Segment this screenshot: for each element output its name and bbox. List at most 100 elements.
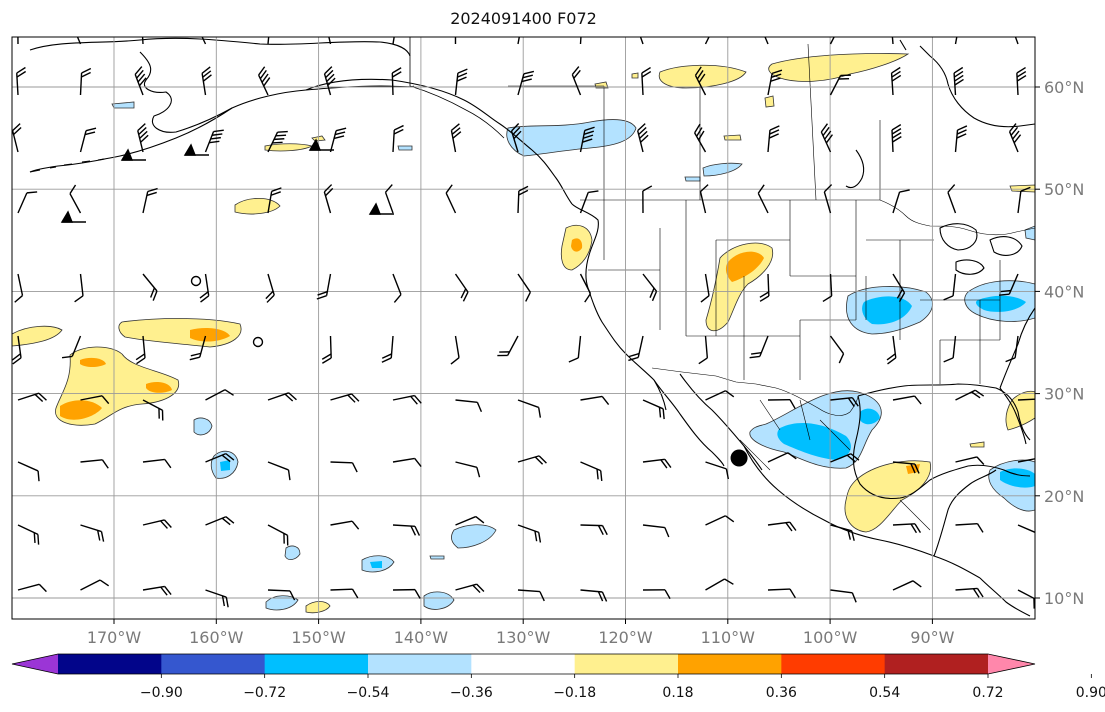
colorbar-tick-label: −0.72 <box>243 685 286 701</box>
wind-barb <box>330 588 359 599</box>
wind-barb <box>1016 66 1027 96</box>
wind-barb <box>890 37 894 45</box>
wind-barb <box>955 587 984 598</box>
negative-anomaly-area <box>429 555 445 560</box>
wind-barb <box>641 66 652 96</box>
wind-barb <box>142 187 158 214</box>
hudson-bay-coast <box>845 149 865 189</box>
wind-barb <box>947 184 957 214</box>
wind-barb <box>767 125 780 153</box>
wind-barb <box>891 124 902 153</box>
wind-barb <box>829 37 842 45</box>
wind-barb <box>392 524 421 536</box>
wind-barb <box>1017 186 1031 214</box>
wind-barb <box>517 455 547 465</box>
longitude-tick-label: 150°W <box>291 628 346 647</box>
colorbar-segment <box>884 654 989 674</box>
longitude-tick-label: 140°W <box>394 628 449 647</box>
wind-barb <box>698 335 709 365</box>
wind-barb <box>579 273 592 303</box>
colorbar-segment <box>678 654 782 674</box>
negative-anomaly-area <box>265 595 299 611</box>
wind-barb <box>579 126 595 153</box>
wind-barb <box>892 580 922 591</box>
wind-barb <box>580 524 608 536</box>
wind-barb <box>80 524 105 542</box>
positive-anomaly-core <box>60 400 102 420</box>
wind-barb <box>135 335 146 365</box>
wind-barb <box>324 37 332 45</box>
wind-barb <box>205 389 234 401</box>
wind-barb <box>142 399 164 421</box>
wind-barb <box>642 185 653 214</box>
wind-barb <box>80 459 109 469</box>
wind-barb <box>943 273 957 301</box>
florida-peninsula <box>999 387 1027 445</box>
wind-barb-pennant <box>368 202 394 215</box>
wind-barb <box>392 588 421 599</box>
latitude-tick-label: 50°N <box>1044 180 1084 199</box>
wind-barb <box>953 66 964 96</box>
wind-barb <box>80 579 110 591</box>
wind-barb <box>892 189 910 214</box>
baja-california <box>653 379 725 467</box>
negative-anomaly-area <box>423 591 455 610</box>
wind-barb <box>140 37 144 45</box>
longitude-tick-label: 130°W <box>496 628 551 647</box>
alaska-gulf-coast <box>305 78 573 205</box>
wind-barb <box>642 399 665 420</box>
colorbar-tick-label: −0.36 <box>450 685 493 701</box>
colorbar-tick-label: −0.54 <box>347 685 390 701</box>
colorbar-outline <box>11 653 1036 675</box>
wind-barb <box>267 524 289 546</box>
colorbar-segment <box>574 654 679 674</box>
wind-barb <box>329 127 347 153</box>
wind-barb <box>392 124 404 153</box>
wind-barb <box>321 335 332 364</box>
latitude-tick-label: 10°N <box>1044 589 1084 608</box>
negative-anomaly-area <box>702 162 743 177</box>
longitude-tick-label: 160°W <box>189 628 244 647</box>
wind-barb <box>134 66 147 96</box>
wind-barb <box>829 335 845 364</box>
positive-anomaly-area <box>723 134 742 141</box>
latitude-tick-label: 30°N <box>1044 385 1084 404</box>
positive-anomaly-area <box>764 95 775 108</box>
wind-barb <box>628 335 644 362</box>
negative-anomaly-area <box>193 417 213 436</box>
wind-barb <box>455 515 485 526</box>
wind-barb <box>323 184 334 214</box>
wind-barb <box>267 589 296 601</box>
wind-barb <box>455 399 483 413</box>
wind-barb <box>392 37 398 45</box>
wind-barb <box>579 37 583 45</box>
wind-barb <box>943 335 957 363</box>
negative-anomaly-area <box>284 545 301 560</box>
canada-us-border <box>580 199 1035 236</box>
wind-barb <box>330 393 360 403</box>
negative-anomaly-core <box>862 296 912 325</box>
us-state-borders <box>588 200 1001 384</box>
positive-anomaly-core <box>725 251 764 282</box>
wind-barb <box>454 273 469 302</box>
wind-barb <box>1017 457 1035 463</box>
wind-barb <box>267 187 282 214</box>
wind-barb <box>694 66 707 96</box>
colorbar-segment <box>781 654 886 674</box>
wind-barb <box>79 127 97 153</box>
negative-anomaly-core <box>1000 468 1035 488</box>
positive-anomaly-area <box>631 72 639 79</box>
colorbar: −0.90 −0.72 −0.54 −0.36 −0.18 0.18 0.36 0.54 0.7… <box>11 653 1105 701</box>
wind-barb <box>886 335 897 365</box>
wind-barb <box>767 398 796 409</box>
colorbar-tick-label: 0.36 <box>766 685 797 701</box>
wind-barb <box>61 335 82 359</box>
wind-barb <box>392 273 402 303</box>
positive-anomaly-core <box>190 328 230 342</box>
wind-barb <box>1017 398 1035 401</box>
anomaly-field-layer <box>12 53 1035 614</box>
wind-barb <box>820 123 834 153</box>
calm-wind-circle <box>252 336 264 348</box>
wind-barb <box>392 394 422 405</box>
wind-barb <box>642 273 658 302</box>
